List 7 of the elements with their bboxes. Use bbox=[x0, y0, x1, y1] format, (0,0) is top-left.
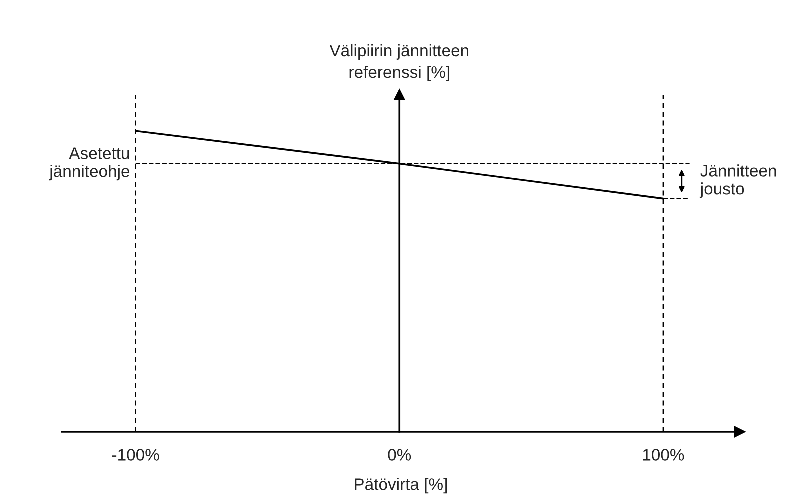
x-axis-title: Pätövirta [%] bbox=[355, 478, 448, 494]
y-axis-title: Välipiirin jännitteen referenssi [%] bbox=[330, 44, 469, 82]
annotation: Jännitteen jousto bbox=[700, 164, 776, 198]
x-tick-label: 100% bbox=[643, 449, 684, 461]
x-tick-label: 0% bbox=[388, 449, 412, 461]
x-tick-label: -100% bbox=[112, 449, 160, 461]
ref-line-label: Asetettu jänniteohje bbox=[49, 148, 130, 181]
